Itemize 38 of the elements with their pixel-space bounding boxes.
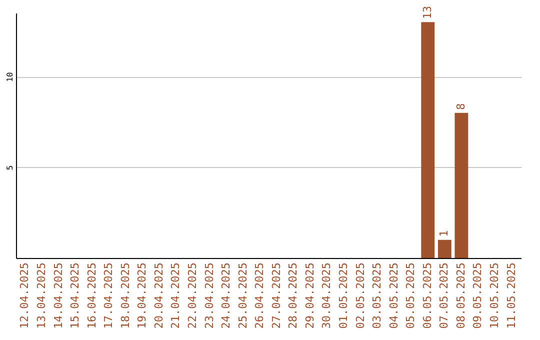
- x-tick-label: 08.05.2025: [454, 262, 468, 329]
- x-tick-label: 06.05.2025: [420, 262, 434, 329]
- x-tick-label: 30.04.2025: [320, 262, 334, 329]
- x-tick-label: 25.04.2025: [236, 262, 250, 329]
- x-tick-label: 28.04.2025: [286, 262, 300, 329]
- bar: [421, 22, 435, 258]
- x-tick-label: 17.04.2025: [102, 262, 116, 329]
- x-tick-label: 20.04.2025: [152, 262, 166, 329]
- x-tick-label: 02.05.2025: [354, 262, 367, 329]
- x-tick-label: 03.05.2025: [370, 262, 384, 329]
- x-tick-label: 15.04.2025: [68, 262, 82, 329]
- x-tick-label: 18.04.2025: [118, 262, 132, 329]
- x-tick-label: 04.05.2025: [387, 262, 400, 329]
- data-label: 13: [420, 6, 434, 20]
- x-tick-label: 22.04.2025: [186, 262, 199, 329]
- x-tick-label: 29.04.2025: [303, 262, 316, 329]
- y-tick-label: 10: [6, 72, 14, 82]
- x-tick-label: 14.04.2025: [52, 262, 65, 329]
- x-tick-label: 19.04.2025: [136, 262, 149, 329]
- x-tick-label: 27.04.2025: [270, 262, 283, 329]
- bar: [438, 240, 452, 258]
- x-tick-label: 10.05.2025: [488, 262, 501, 329]
- x-tick-label: 26.04.2025: [253, 262, 266, 329]
- x-tick-label: 23.04.2025: [202, 262, 216, 329]
- x-tick-label: 11.05.2025: [504, 262, 518, 329]
- x-tick-label: 07.05.2025: [438, 262, 451, 329]
- x-tick-label: 01.05.2025: [337, 262, 350, 329]
- bar: [454, 112, 468, 258]
- x-tick-label: 09.05.2025: [471, 262, 484, 329]
- data-label: 8: [454, 103, 468, 110]
- data-label: 1: [438, 230, 451, 237]
- y-tick-label: 5: [6, 165, 14, 170]
- x-tick-label: 16.04.2025: [85, 262, 98, 329]
- x-tick-label: 12.04.2025: [18, 262, 32, 329]
- x-tick-label: 13.04.2025: [35, 262, 48, 329]
- x-tick-label: 05.05.2025: [404, 262, 418, 329]
- x-tick-label: 21.04.2025: [169, 262, 182, 329]
- x-tick-label: 24.04.2025: [220, 262, 233, 329]
